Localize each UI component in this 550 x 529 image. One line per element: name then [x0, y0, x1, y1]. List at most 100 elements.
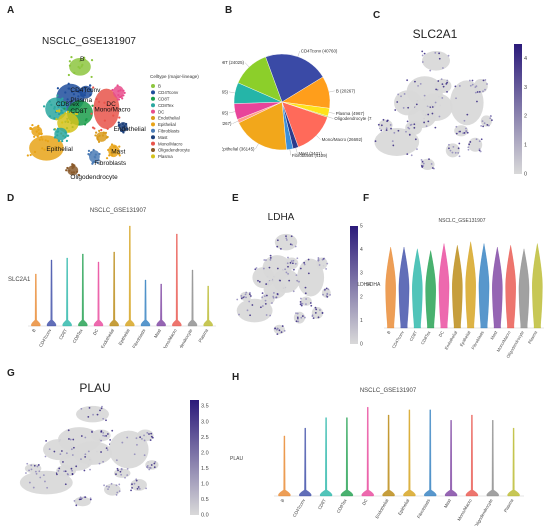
cell-point	[148, 433, 150, 435]
xtick-plasma: Plasma	[527, 329, 539, 344]
cell-point	[396, 101, 399, 103]
cell-point	[441, 83, 444, 86]
xtick-endothelial: Endothelial	[444, 330, 459, 351]
xtick-fibroblasts: Fibroblasts	[470, 330, 485, 350]
cell-point	[50, 103, 53, 106]
cell-point	[117, 152, 121, 155]
cell-point	[45, 439, 48, 442]
pie-label-endothelial: Endothelial (2267)	[222, 121, 232, 126]
cluster-blob	[434, 79, 452, 93]
cell-point	[38, 138, 41, 141]
cell-point	[53, 136, 57, 139]
cell-point	[89, 93, 92, 97]
slc2a1-colorbar: 0 1 2 3 4	[514, 44, 527, 178]
cell-point	[73, 499, 76, 502]
cell-point	[279, 279, 281, 282]
xtick-cd4tconv: CD4Tconv	[391, 329, 405, 349]
cell-point	[64, 131, 67, 134]
cell-point	[276, 327, 279, 330]
cell-point	[44, 139, 47, 142]
violin-cd8tex	[340, 417, 354, 497]
cell-point	[154, 461, 157, 463]
cell-point	[325, 287, 328, 290]
cell-point	[299, 303, 302, 306]
cell-point	[421, 166, 424, 168]
cell-point	[413, 123, 416, 126]
cell-point	[307, 272, 310, 275]
cell-point	[28, 481, 31, 484]
cell-point	[301, 315, 304, 317]
cell-point	[240, 294, 243, 297]
xtick-cd8t: CD8T	[408, 330, 418, 342]
cell-point	[66, 102, 70, 106]
cell-point	[121, 130, 124, 133]
xtick-dc: DC	[438, 330, 445, 338]
cell-point	[323, 257, 326, 260]
cell-point	[299, 267, 302, 270]
cell-point	[322, 293, 324, 296]
cluster-blob	[420, 158, 435, 170]
cell-point	[118, 483, 121, 486]
pie-leader-line	[228, 91, 235, 94]
cell-point	[421, 50, 424, 53]
cell-point	[300, 297, 302, 300]
cell-point	[143, 434, 145, 437]
violin-mono-macro	[172, 233, 182, 327]
cell-point	[300, 316, 303, 319]
cell-point	[115, 473, 117, 476]
cell-point	[462, 132, 465, 135]
cell-point	[145, 466, 148, 468]
legend-swatch	[151, 103, 155, 108]
cell-point	[105, 434, 108, 437]
cell-point	[122, 94, 125, 97]
cell-point	[109, 438, 112, 441]
cell-point	[389, 124, 392, 126]
cell-point	[43, 148, 46, 151]
cell-point	[138, 487, 141, 490]
cell-point	[106, 433, 109, 435]
cell-point	[434, 126, 437, 129]
cell-point	[245, 296, 247, 299]
cluster-label-mast: Mast	[111, 149, 125, 156]
cluster-blob	[236, 298, 273, 323]
pie-leader-line	[316, 135, 321, 140]
cell-point	[68, 438, 70, 440]
cell-point	[91, 162, 94, 165]
cell-point	[119, 470, 122, 473]
cell-point	[87, 149, 91, 152]
cell-point	[89, 151, 93, 154]
colorbar-tick: 1.0	[201, 481, 209, 487]
panel-label-h: H	[232, 372, 240, 383]
xtick-epithelial: Epithelial	[117, 328, 130, 346]
cell-point	[75, 504, 78, 507]
cell-point	[261, 305, 264, 307]
cell-point	[66, 98, 69, 101]
cell-point	[105, 447, 108, 450]
cluster-label-oligodendrocyte: Oligodendrocyte	[70, 174, 118, 181]
plau-feature-map	[19, 405, 159, 507]
xtick-mast: Mast	[153, 327, 162, 338]
legend-swatch	[151, 128, 155, 133]
cell-point	[102, 460, 104, 463]
cell-point	[131, 486, 133, 489]
cell-point	[36, 465, 39, 468]
cell-point	[304, 316, 306, 319]
pie-label-plasma: Plasma (4967)	[336, 111, 365, 116]
cell-point	[73, 71, 76, 74]
plau-colorbar: 0.0 0.5 1.0 1.5 2.0 2.5 3.0 3.5	[190, 400, 209, 519]
cell-point	[380, 129, 383, 132]
violin-dc	[438, 243, 450, 329]
cell-point	[254, 268, 257, 271]
cell-point	[121, 97, 124, 100]
cell-point	[421, 61, 424, 63]
cell-point	[80, 458, 82, 461]
colorbar-tick: 3.5	[201, 404, 209, 410]
cell-point	[326, 293, 329, 296]
cell-point	[329, 293, 332, 296]
cell-point	[437, 80, 440, 82]
xtick-cd4tconv: CD4Tconv	[292, 497, 307, 518]
cell-point	[121, 122, 124, 126]
cell-point	[56, 94, 59, 97]
cell-point	[59, 453, 62, 456]
violin-cd4tconv	[398, 247, 410, 329]
